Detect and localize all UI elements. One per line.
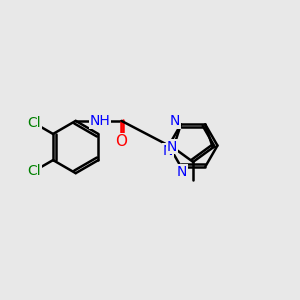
Text: NH: NH (90, 114, 110, 128)
Text: O: O (116, 134, 128, 149)
Text: N: N (163, 144, 173, 158)
Text: Cl: Cl (28, 116, 41, 130)
Text: Cl: Cl (28, 164, 41, 178)
Text: N: N (177, 165, 187, 179)
Text: N: N (167, 140, 177, 154)
Text: N: N (170, 115, 180, 128)
